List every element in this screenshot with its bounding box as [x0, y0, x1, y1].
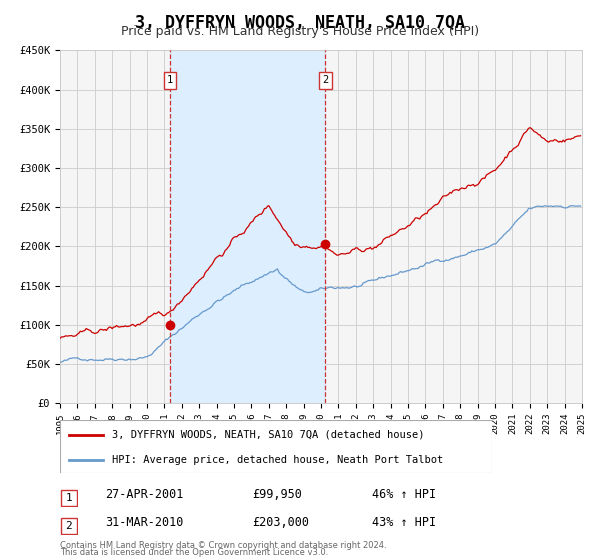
Text: 1: 1	[167, 76, 173, 85]
Text: 2: 2	[322, 76, 328, 85]
Text: 27-APR-2001: 27-APR-2001	[105, 488, 184, 501]
Text: 1: 1	[65, 493, 73, 503]
Text: £203,000: £203,000	[252, 516, 309, 529]
Text: 3, DYFFRYN WOODS, NEATH, SA10 7QA (detached house): 3, DYFFRYN WOODS, NEATH, SA10 7QA (detac…	[112, 430, 424, 440]
Bar	[170, 50, 325, 403]
Text: £99,950: £99,950	[252, 488, 302, 501]
Text: 46% ↑ HPI: 46% ↑ HPI	[372, 488, 436, 501]
Text: 43% ↑ HPI: 43% ↑ HPI	[372, 516, 436, 529]
Text: This data is licensed under the Open Government Licence v3.0.: This data is licensed under the Open Gov…	[60, 548, 328, 557]
Text: 2: 2	[65, 521, 73, 531]
FancyBboxPatch shape	[61, 518, 77, 534]
Text: HPI: Average price, detached house, Neath Port Talbot: HPI: Average price, detached house, Neat…	[112, 455, 443, 465]
Text: Price paid vs. HM Land Registry's House Price Index (HPI): Price paid vs. HM Land Registry's House …	[121, 25, 479, 38]
Text: 3, DYFFRYN WOODS, NEATH, SA10 7QA: 3, DYFFRYN WOODS, NEATH, SA10 7QA	[135, 14, 465, 32]
Text: Contains HM Land Registry data © Crown copyright and database right 2024.: Contains HM Land Registry data © Crown c…	[60, 541, 386, 550]
FancyBboxPatch shape	[61, 490, 77, 506]
Text: 31-MAR-2010: 31-MAR-2010	[105, 516, 184, 529]
FancyBboxPatch shape	[60, 420, 492, 473]
